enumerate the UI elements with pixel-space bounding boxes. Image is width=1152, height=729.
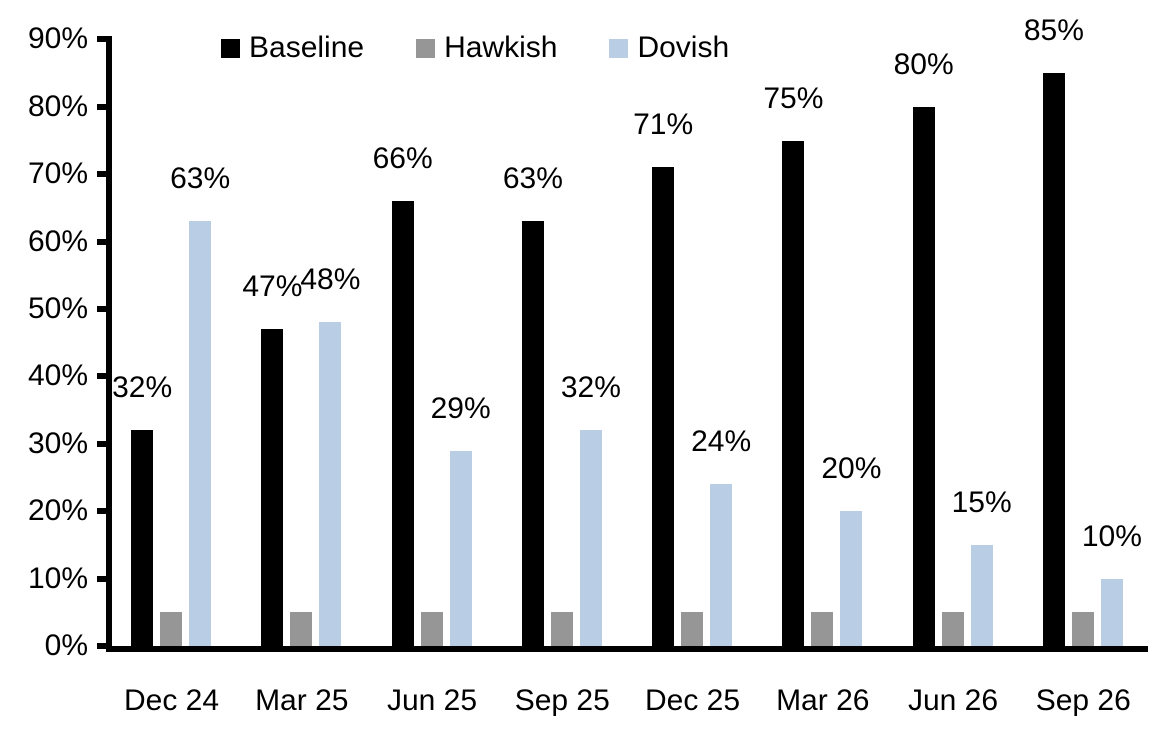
y-axis-tick — [97, 306, 106, 312]
legend-item-baseline: Baseline — [221, 31, 364, 65]
y-axis-tick-label: 0% — [44, 629, 88, 662]
bar-baseline-3 — [521, 221, 544, 646]
bar-dovish-7 — [1100, 578, 1123, 646]
bar-dovish-1 — [319, 322, 342, 646]
bar-hawkish-2 — [420, 612, 443, 646]
bar-hawkish-1 — [290, 612, 313, 646]
y-axis-tick-label: 70% — [27, 157, 88, 191]
data-label-baseline-5: 75% — [763, 81, 824, 115]
y-axis-tick-label: 10% — [27, 561, 88, 595]
y-axis-line — [106, 36, 112, 652]
legend-swatch-hawkish-icon — [416, 38, 436, 58]
x-category-label-7: Sep 26 — [1035, 684, 1131, 717]
data-label-dovish-0: 63% — [170, 162, 231, 196]
bar-hawkish-3 — [550, 612, 573, 646]
bar-baseline-0 — [131, 430, 154, 646]
bar-dovish-5 — [840, 511, 863, 646]
y-axis-tick — [97, 103, 106, 110]
data-label-dovish-3: 32% — [560, 371, 621, 405]
x-category-label-6: Jun 26 — [907, 684, 999, 717]
data-label-dovish-6: 15% — [951, 485, 1012, 519]
x-category-label-0: Dec 24 — [123, 684, 220, 717]
legend-swatch-baseline-icon — [221, 38, 240, 58]
bar-dovish-3 — [579, 430, 602, 646]
bar-baseline-4 — [652, 167, 675, 646]
data-label-baseline-4: 71% — [633, 108, 694, 142]
legend-swatch-dovish-icon — [609, 38, 629, 58]
y-axis-tick-label: 30% — [27, 426, 88, 460]
y-axis-tick-label: 50% — [27, 292, 88, 325]
x-category-label-1: Mar 25 — [255, 684, 349, 717]
bar-baseline-2 — [391, 201, 414, 646]
y-axis-tick-label: 90% — [27, 22, 88, 56]
y-axis-tick — [97, 238, 106, 245]
y-axis-tick — [97, 643, 106, 649]
data-label-dovish-5: 20% — [821, 452, 882, 486]
data-label-baseline-0: 32% — [112, 371, 173, 405]
x-axis-line — [106, 646, 1148, 652]
y-axis-tick-label: 80% — [27, 89, 88, 123]
data-label-dovish-4: 24% — [691, 425, 752, 459]
x-category-label-4: Dec 25 — [644, 684, 741, 717]
y-axis-tick — [97, 36, 106, 43]
legend-item-hawkish: Hawkish — [416, 31, 557, 65]
x-category-label-2: Jun 25 — [386, 684, 478, 717]
bar-baseline-1 — [261, 329, 284, 646]
bar-dovish-4 — [710, 484, 733, 646]
data-label-baseline-3: 63% — [502, 162, 563, 196]
data-label-baseline-6: 80% — [893, 47, 954, 81]
y-axis-tick — [97, 373, 106, 380]
bar-baseline-6 — [912, 106, 935, 646]
y-axis-tick-label: 20% — [27, 494, 88, 528]
bar-dovish-0 — [189, 221, 212, 646]
y-axis-tick — [97, 508, 106, 515]
bar-hawkish-7 — [1071, 612, 1094, 646]
bar-baseline-5 — [782, 140, 805, 646]
bar-dovish-2 — [449, 450, 472, 646]
data-label-baseline-1: 47% — [242, 270, 303, 304]
y-axis-tick-label: 40% — [27, 359, 88, 393]
bar-dovish-6 — [970, 544, 993, 646]
data-label-baseline-2: 66% — [372, 142, 433, 176]
y-axis-tick — [97, 575, 106, 582]
legend-label-baseline: Baseline — [249, 31, 365, 64]
data-label-dovish-1: 48% — [300, 263, 361, 297]
y-axis-tick — [97, 440, 106, 447]
data-label-dovish-7: 10% — [1081, 519, 1142, 553]
bar-hawkish-4 — [681, 612, 704, 646]
x-category-label-3: Sep 25 — [514, 684, 610, 717]
data-label-dovish-2: 29% — [430, 391, 491, 425]
bar-hawkish-5 — [811, 612, 834, 646]
chart-legend: Baseline Hawkish Dovish — [221, 31, 729, 65]
legend-label-dovish: Dovish — [637, 31, 730, 64]
y-axis-tick — [97, 171, 106, 178]
bar-hawkish-6 — [941, 612, 964, 646]
bar-baseline-7 — [1042, 73, 1065, 646]
legend-label-hawkish: Hawkish — [444, 31, 558, 64]
y-axis-tick-label: 60% — [27, 224, 88, 258]
x-category-label-5: Mar 26 — [776, 684, 870, 717]
legend-item-dovish: Dovish — [609, 31, 729, 65]
bar-hawkish-0 — [160, 612, 183, 646]
data-label-baseline-7: 85% — [1023, 14, 1084, 48]
